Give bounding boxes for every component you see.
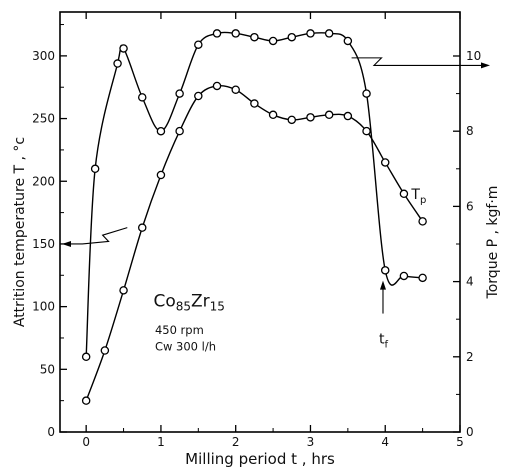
- data-point-right: [399, 271, 409, 281]
- tf-base: t: [379, 332, 385, 348]
- x-axis-label: Milling period t , hrs: [185, 450, 335, 468]
- data-point-right: [212, 29, 222, 38]
- data-point-right: [194, 40, 203, 49]
- data-point-left: [231, 85, 240, 94]
- data-point-left: [306, 113, 315, 122]
- data-point-right: [156, 126, 166, 136]
- data-point-left: [175, 126, 184, 136]
- data-point-left: [380, 158, 390, 167]
- alloy-alloy_el: Zr: [191, 292, 210, 312]
- data-point-right: [81, 352, 91, 362]
- rpm-label: 450 rpm: [155, 323, 204, 337]
- data-point-left: [137, 223, 147, 232]
- x-tick-label: 1: [157, 435, 165, 449]
- y-left-tick-label: 50: [40, 362, 55, 376]
- left-axis-arrowhead: [62, 240, 71, 247]
- plot-frame: [59, 11, 461, 433]
- data-point-right: [306, 29, 315, 38]
- y-right-tick-label: 4: [466, 275, 474, 289]
- data-point-right: [137, 93, 147, 102]
- y-left-tick-label: 250: [32, 112, 55, 126]
- labels-group: Milling period t , hrs Attrition temperat…: [12, 57, 501, 468]
- y-left-axis-label: Attrition temperature T , °c: [12, 137, 28, 327]
- data-point-left: [418, 217, 427, 226]
- data-point-right: [362, 89, 371, 98]
- x-tick-label: 5: [456, 435, 464, 449]
- x-tick-label: 3: [307, 435, 315, 449]
- alloy-label: Co85Zr15: [153, 292, 224, 314]
- y-left-tick-label: 150: [32, 237, 55, 251]
- data-point-left: [250, 99, 259, 108]
- data-point-right: [175, 89, 184, 98]
- data-point-left: [268, 110, 278, 120]
- x-tick-label: 2: [232, 435, 240, 449]
- x-tick-label: 0: [82, 435, 90, 449]
- data-point-left: [399, 189, 409, 199]
- data-point-left: [81, 396, 91, 405]
- data-point-right: [90, 164, 100, 174]
- data-point-right: [343, 36, 353, 46]
- data-point-right: [380, 266, 390, 275]
- data-point-left: [324, 110, 334, 120]
- right-axis-indicator: [351, 57, 486, 66]
- data-point-left: [156, 170, 166, 180]
- data-point-left: [343, 111, 353, 121]
- y-left-tick-label: 0: [47, 425, 55, 439]
- right-axis-arrowhead: [481, 62, 490, 69]
- y-right-tick-label: 0: [466, 425, 474, 439]
- y-right-tick-label: 6: [466, 199, 474, 213]
- data-point-left: [119, 286, 128, 295]
- cw-label: Cw 300 l/h: [155, 340, 216, 354]
- data-point-right: [113, 59, 122, 68]
- y-right-tick-label: 2: [466, 350, 474, 364]
- alloy-alloy_base: Co: [153, 292, 175, 312]
- data-point-right: [418, 273, 427, 283]
- alloy-alloy_base_sub: 85: [176, 300, 191, 314]
- tf-label: tf: [379, 332, 389, 351]
- data-point-left: [194, 91, 203, 101]
- tp-sub: p: [420, 195, 426, 206]
- y-right-axis-label: Torque P , kgf·m: [485, 186, 501, 300]
- series-line-left: [85, 85, 424, 401]
- data-point-right: [268, 36, 278, 46]
- data-point-right: [231, 29, 240, 38]
- x-tick-label: 4: [381, 435, 389, 449]
- data-point-left: [362, 126, 371, 136]
- y-left-tick-label: 100: [32, 300, 55, 314]
- series-line-right: [85, 31, 423, 357]
- tp-label: Tp: [410, 187, 426, 206]
- tp-base: T: [410, 187, 420, 203]
- data-point-left: [212, 81, 222, 91]
- data-point-right: [324, 29, 334, 38]
- series-group: [81, 29, 427, 405]
- y-left-tick-label: 200: [32, 174, 55, 188]
- data-point-right: [287, 32, 297, 42]
- data-point-right: [250, 32, 259, 42]
- data-point-left: [287, 115, 297, 125]
- tf-sub: f: [384, 340, 388, 351]
- alloy-alloy_el_sub: 15: [210, 300, 225, 314]
- data-point-right: [119, 44, 128, 53]
- y-right-tick-label: 10: [466, 49, 481, 63]
- y-right-tick-label: 8: [466, 124, 474, 138]
- y-left-tick-label: 300: [32, 49, 55, 63]
- tf-arrowhead: [379, 280, 386, 290]
- left-axis-indicator: [64, 227, 128, 245]
- data-point-left: [100, 346, 110, 355]
